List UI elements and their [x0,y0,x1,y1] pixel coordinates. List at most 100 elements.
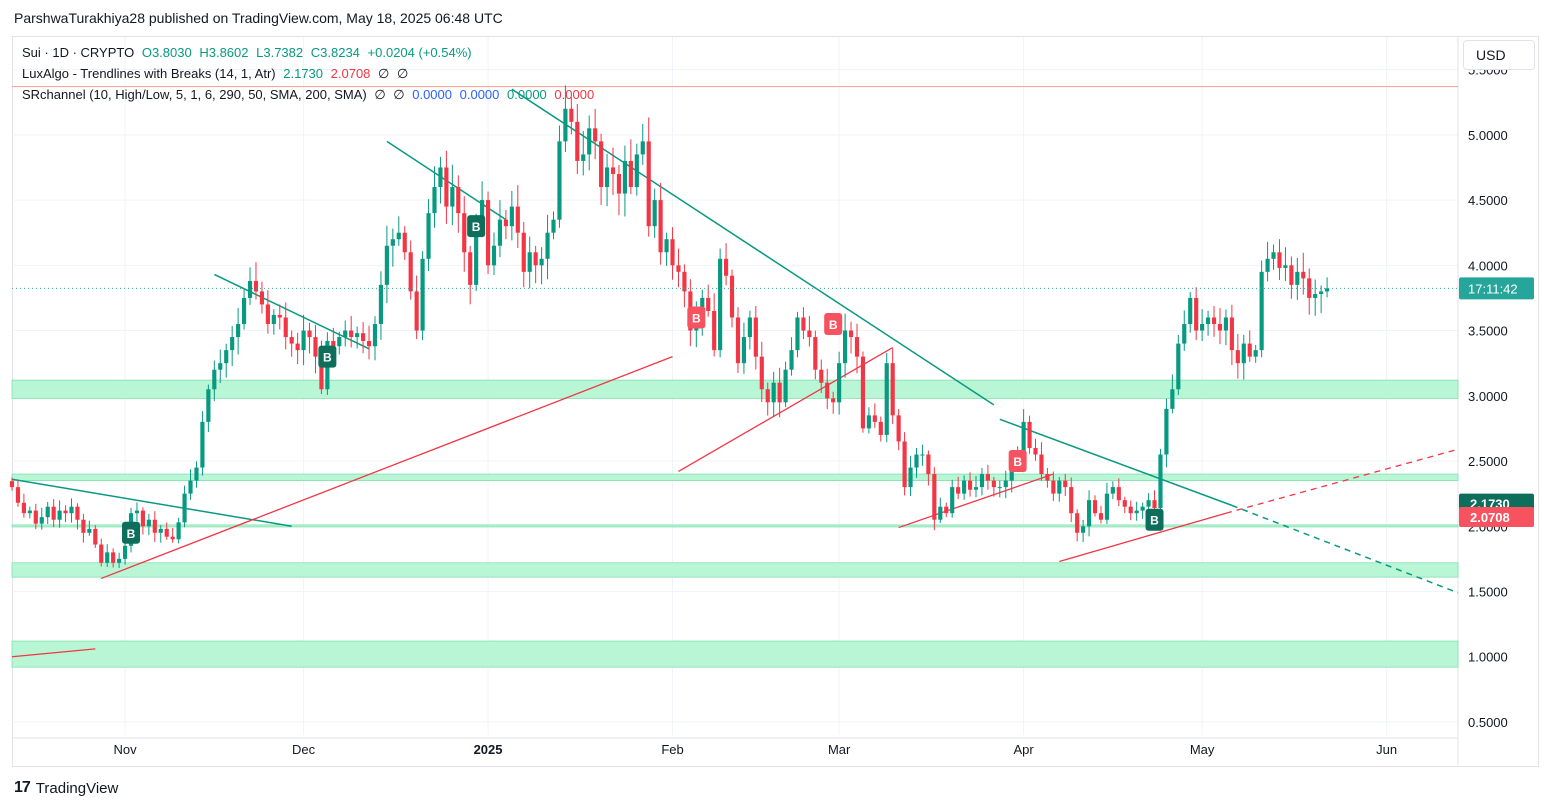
candle-body [831,398,836,403]
candle-body [664,239,669,253]
candle-body [224,350,229,364]
candle-body [390,239,395,246]
candle-body [682,271,687,292]
candle-body [21,502,26,514]
legend-indicator-trendlines[interactable]: LuxAlgo - Trendlines with Breaks (14, 1,… [22,66,412,82]
candle-body [93,528,98,545]
candle-body [1045,474,1050,481]
legend-symbol-row[interactable]: Sui · 1D · CRYPTO O3.8030 H3.8602 L3.738… [22,45,476,60]
indicator-trendlines-value-3: ∅ [378,66,390,81]
candle-body [456,187,461,214]
candle-body [1241,343,1246,364]
x-axis-tick-label: Apr [1013,742,1034,757]
candle-body [170,536,175,540]
candle-body [604,167,610,188]
candle-body [146,519,151,527]
candle-body [480,200,485,227]
legend-close: C3.8234 [310,45,360,60]
indicator-trendlines-name[interactable]: LuxAlgo - Trendlines with Breaks (14, 1,… [22,66,276,81]
candle-body [111,552,116,563]
y-axis-tick-label: 3.0000 [1468,389,1508,404]
candle-body [75,506,80,520]
candle-body [1247,343,1252,357]
candle-body [884,363,889,435]
candle-body [9,481,15,488]
candle-body [1104,493,1109,520]
candle-body [890,363,895,416]
candle-body [361,333,366,341]
trendline-down [1231,504,1459,594]
candle-body [878,421,883,435]
candle-body [509,206,514,227]
candle-body [622,160,627,194]
candle-body [99,544,104,563]
candle-body [63,510,68,514]
candle-body [759,356,764,390]
candle-body [944,506,949,514]
candle-body [872,415,877,422]
candle-body [1170,389,1175,409]
signal-buy-badge [122,521,141,544]
candle-body [426,213,431,259]
chart-frame[interactable] [12,36,1539,767]
publisher-credit: ParshwaTurakhiya28 published on TradingV… [14,10,503,26]
candle-body [741,337,747,364]
candle-body [1033,447,1038,455]
sr-zone [11,379,1459,399]
candle-body [230,337,235,351]
candle-body [1128,506,1133,514]
candle-body [1146,500,1151,507]
signal-label: B [692,312,701,326]
candle-body [1075,513,1080,533]
candle-body [1081,526,1086,533]
candle-body [182,493,187,523]
candle-body [372,324,378,347]
candle-body [283,317,288,338]
candle-body [1158,454,1163,508]
sr-zone [11,562,1459,578]
signal-label: B [1013,455,1022,469]
candle-body [414,291,419,331]
candle-body [908,467,913,488]
signal-sell-badge [824,313,843,336]
indicator-srchannel-value-5: 0.0000 [507,87,547,102]
x-axis-tick-label: 2025 [474,742,503,757]
candle-body [801,317,806,331]
currency-button[interactable]: USD [1463,40,1535,70]
candle-body [259,291,265,305]
y-axis-tick-label: 3.5000 [1468,324,1508,339]
signal-sell-badge [1008,450,1027,473]
signal-label: B [829,318,838,332]
candle-body [527,252,532,272]
candle-body [497,219,503,246]
legend-symbol[interactable]: Sui · 1D · CRYPTO [22,45,135,60]
legend-high: H3.8602 [199,45,249,60]
candle-body [1283,265,1288,268]
trendline-down [11,478,292,527]
indicator-srchannel-value-4: 0.0000 [459,87,500,102]
legend-indicator-srchannel[interactable]: SRchannel (10, High/Low, 5, 1, 6, 290, 5… [22,87,598,103]
trendline-up [11,648,96,658]
candle-body [1319,291,1324,295]
x-axis-tick-label: Dec [292,742,316,757]
candle-body [640,141,645,155]
candle-body [319,356,324,390]
indicator-srchannel-value-6: 0.0000 [554,87,595,102]
legend-low: L3.7382 [256,45,304,60]
candle-body [771,382,776,403]
candle-body [1182,324,1187,344]
indicator-srchannel-name[interactable]: SRchannel (10, High/Low, 5, 1, 6, 290, 5… [22,87,367,102]
candle-body [200,421,205,468]
candle-body [735,317,741,364]
candle-body [718,258,723,351]
y-axis-tick-label: 2.5000 [1468,454,1508,469]
candle-body [1217,324,1223,331]
trendline-up [1225,448,1459,514]
candle-body [729,275,735,318]
candle-body [331,340,336,347]
tradingview-logo[interactable]: 17 TradingView [14,779,118,797]
candle-body [616,173,622,194]
indicator-trendlines-value-2: 2.0708 [330,66,371,81]
candle-body [1253,350,1258,357]
